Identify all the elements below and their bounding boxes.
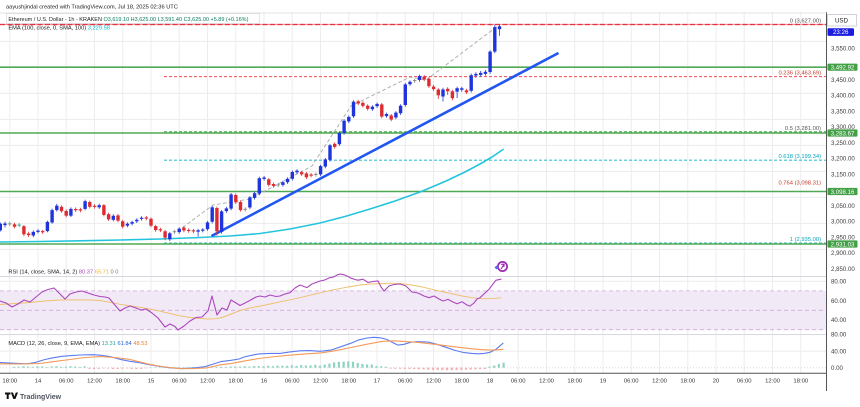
svg-text:2,931.03: 2,931.03 [831,241,855,248]
svg-text:3,283.67: 3,283.67 [831,130,855,137]
svg-text:0.5 (3,281.00): 0.5 (3,281.00) [785,126,821,132]
svg-text:60.00: 60.00 [831,298,847,305]
svg-text:RSI (14, close, SMA, 14, 2) 8: RSI (14, close, SMA, 14, 2) 80.37 65.71 … [8,270,118,276]
svg-text:12:00: 12:00 [313,379,328,385]
svg-text:USD: USD [835,18,849,25]
svg-text:06:00: 06:00 [511,379,526,385]
svg-text:18: 18 [487,379,494,385]
svg-text:12:00: 12:00 [652,379,667,385]
svg-text:06:00: 06:00 [624,379,639,385]
svg-text:19: 19 [600,379,607,385]
svg-text:0.764 (3,098.31): 0.764 (3,098.31) [778,181,821,187]
svg-text:12:00: 12:00 [539,379,554,385]
svg-text:40.00: 40.00 [831,348,847,355]
svg-text:23:26: 23:26 [833,29,849,36]
svg-text:80.00: 80.00 [831,332,847,339]
svg-text:3,492.92: 3,492.92 [831,65,855,72]
svg-text:EMA (100, close, 0, SMA, 100): EMA (100, close, 0, SMA, 100) 3,229.58 [8,25,110,31]
svg-text:0 (3,627.00): 0 (3,627.00) [790,19,821,25]
svg-text:3,200.00: 3,200.00 [831,156,855,163]
svg-text:0.00: 0.00 [831,365,843,372]
svg-text:17: 17 [374,379,381,385]
svg-text:0.236 (3,463.69): 0.236 (3,463.69) [778,71,821,77]
svg-text:18:00: 18:00 [793,379,808,385]
svg-text:20: 20 [713,379,720,385]
svg-text:80.00: 80.00 [831,278,847,285]
svg-text:3,098.16: 3,098.16 [831,189,855,196]
svg-text:06:00: 06:00 [737,379,752,385]
svg-text:3,050.00: 3,050.00 [831,203,855,210]
svg-text:3,350.00: 3,350.00 [831,109,855,116]
svg-text:1 (2,935.00): 1 (2,935.00) [790,237,821,243]
svg-text:3,400.00: 3,400.00 [831,93,855,100]
svg-text:MACD (12, 26, close, 9, EMA, E: MACD (12, 26, close, 9, EMA, EMA) 13.31 … [8,341,147,347]
svg-text:06:00: 06:00 [172,379,187,385]
svg-text:2,850.00: 2,850.00 [831,266,855,273]
svg-text:18:00: 18:00 [680,379,695,385]
svg-text:3,150.00: 3,150.00 [831,172,855,179]
svg-text:TradingView: TradingView [20,394,62,401]
svg-text:12:00: 12:00 [87,379,102,385]
svg-text:18:00: 18:00 [567,379,582,385]
svg-text:06:00: 06:00 [285,379,300,385]
svg-text:06:00: 06:00 [59,379,74,385]
svg-text:16: 16 [261,379,268,385]
svg-text:3,000.00: 3,000.00 [831,219,855,226]
svg-text:12:00: 12:00 [200,379,215,385]
svg-text:18:00: 18:00 [115,379,130,385]
svg-text:3,450.00: 3,450.00 [831,77,855,84]
svg-text:12:00: 12:00 [765,379,780,385]
svg-text:18:00: 18:00 [454,379,469,385]
svg-text:18:00: 18:00 [2,379,17,385]
svg-text:18:00: 18:00 [341,379,356,385]
svg-text:3,550.00: 3,550.00 [831,46,855,53]
svg-text:2,900.00: 2,900.00 [831,250,855,257]
svg-text:12:00: 12:00 [426,379,441,385]
svg-text:15: 15 [148,379,155,385]
svg-text:40.00: 40.00 [831,317,847,324]
svg-text:0.618 (3,199.34): 0.618 (3,199.34) [778,154,821,160]
svg-text:aayushjindal created with Trad: aayushjindal created with TradingView.co… [6,5,178,11]
svg-text:06:00: 06:00 [398,379,413,385]
svg-text:3,250.00: 3,250.00 [831,140,855,147]
svg-text:18:00: 18:00 [228,379,243,385]
svg-text:14: 14 [35,379,42,385]
svg-text:Ethereum / U.S. Dollar - 1h -: Ethereum / U.S. Dollar - 1h - KRAKEN O3,… [8,17,248,23]
